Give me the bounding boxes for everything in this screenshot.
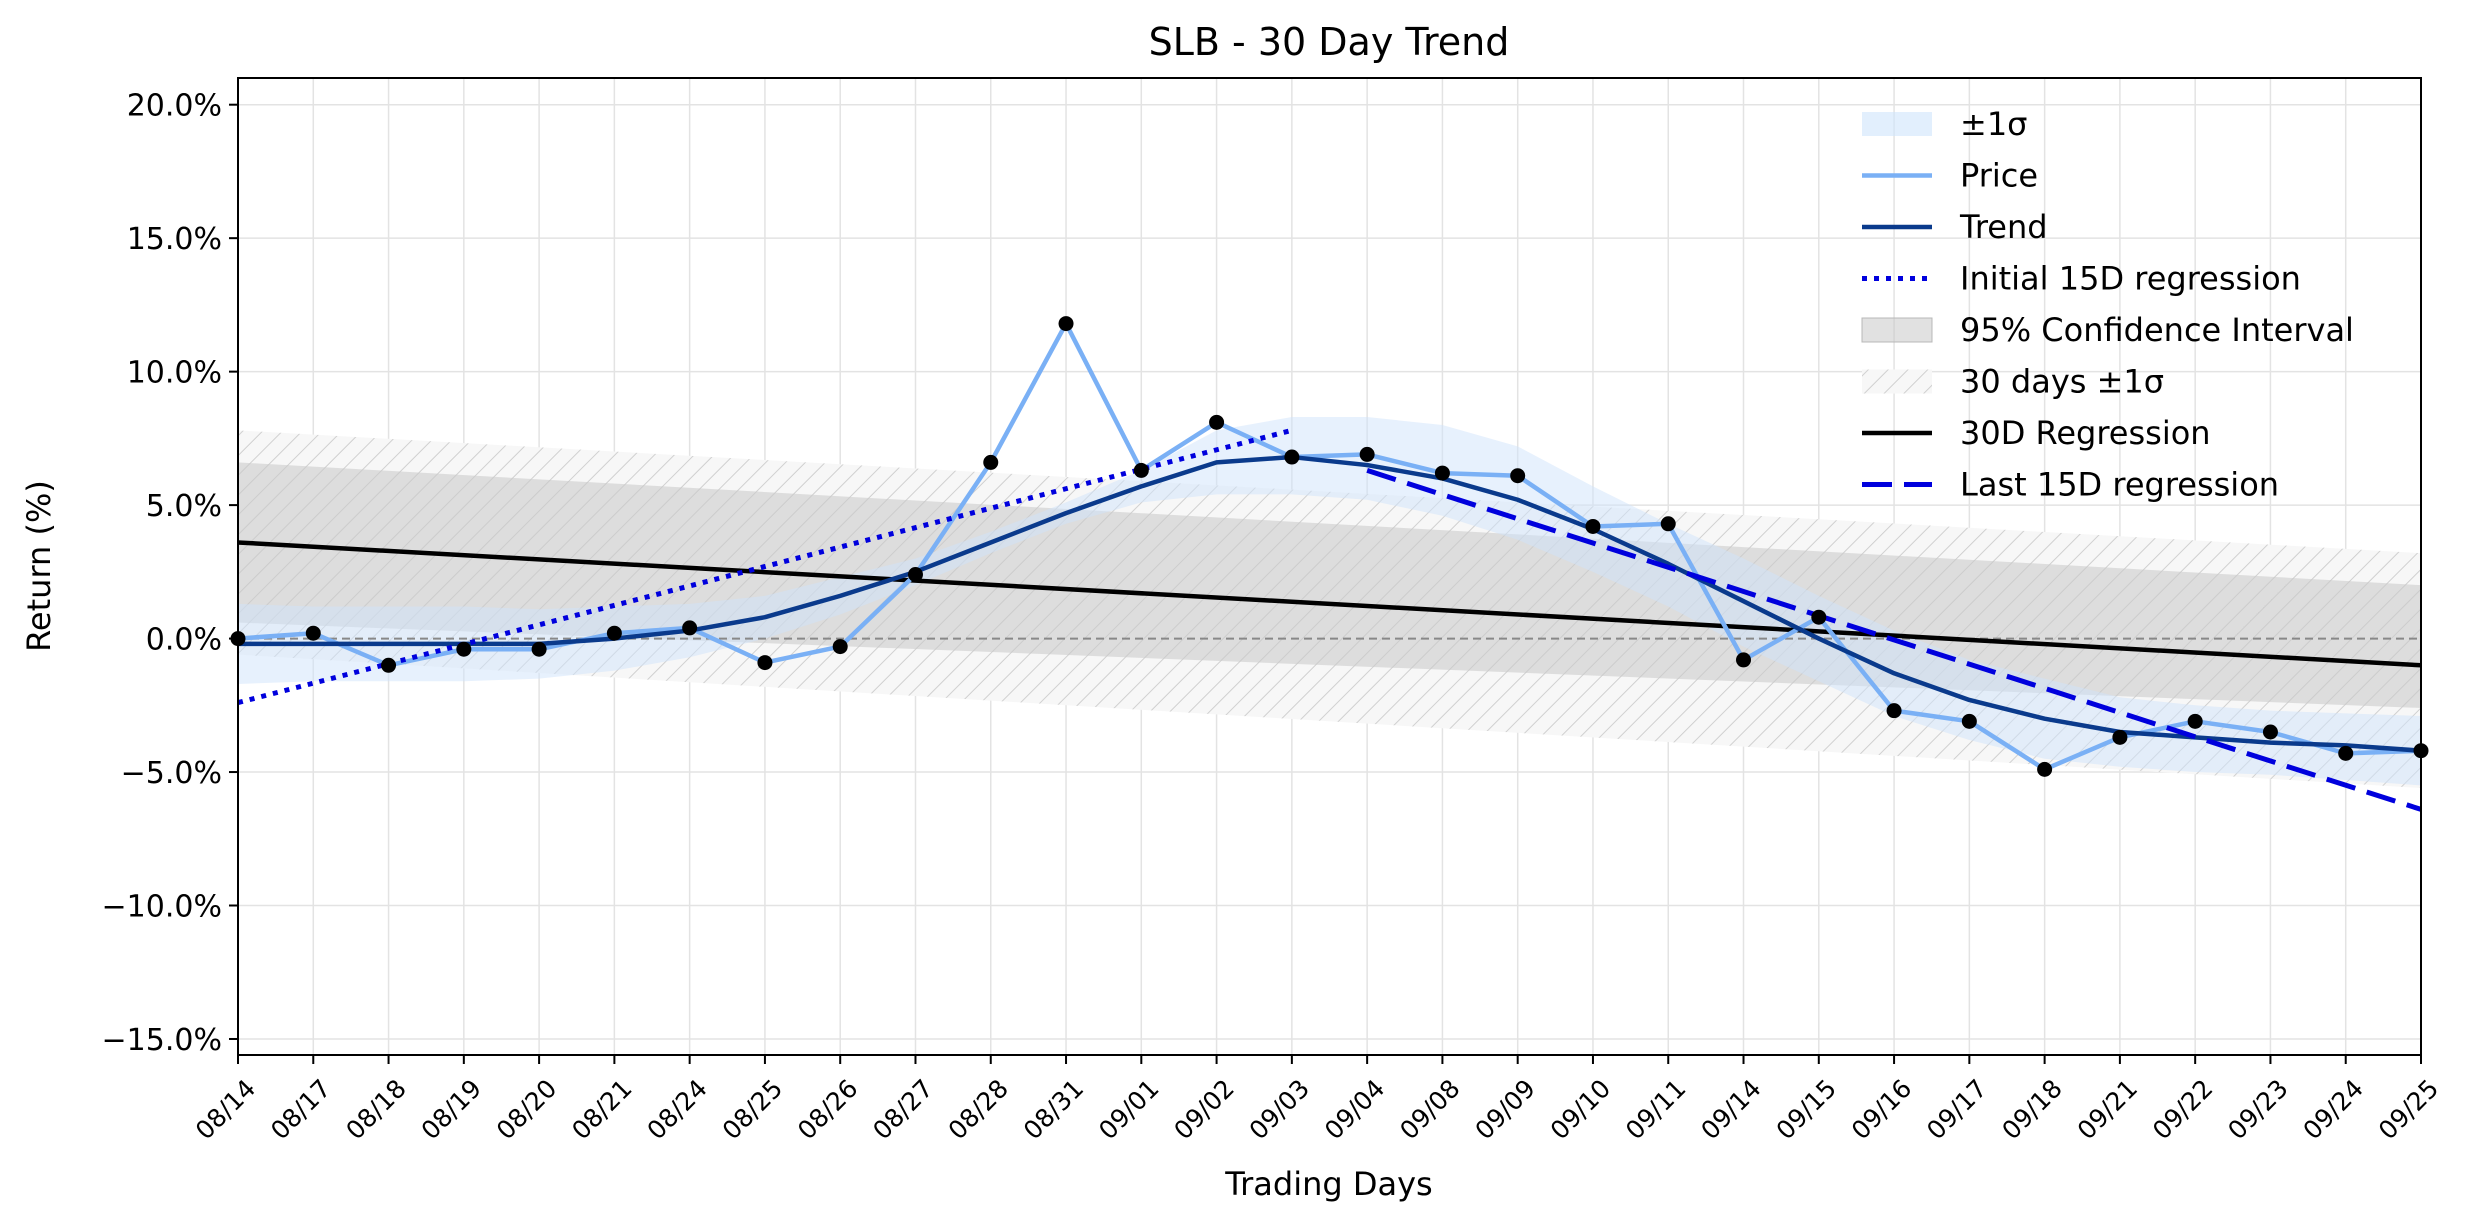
x-tick-label: 08/24	[641, 1074, 712, 1145]
y-axis: 20.0% 15.0% 10.0% 5.0% 0.0% −5.0% −10.0% −15.0%	[102, 89, 238, 1058]
legend-label: Initial 15D regression	[1960, 260, 2301, 298]
y-tick-label: 5.0%	[146, 489, 222, 524]
price-marker	[1585, 518, 1601, 534]
x-tick-label: 09/16	[1846, 1074, 1917, 1145]
y-axis-title: Return (%)	[20, 480, 58, 652]
x-tick-label: 09/10	[1545, 1074, 1616, 1145]
x-tick-label: 09/04	[1319, 1074, 1390, 1145]
price-marker	[983, 454, 999, 470]
price-marker	[832, 639, 848, 655]
price-marker	[2037, 761, 2053, 777]
x-tick-label: 08/20	[491, 1074, 562, 1145]
x-tick-label: 09/23	[2222, 1074, 2293, 1145]
series-30d-regression	[238, 540, 2421, 668]
price-marker	[2187, 713, 2203, 729]
y-tick-label: −15.0%	[102, 1023, 222, 1058]
x-tick-label: 08/28	[943, 1074, 1014, 1145]
legend-label: Trend	[1959, 208, 2048, 246]
x-tick-label: 09/08	[1394, 1074, 1465, 1145]
price-marker	[1660, 516, 1676, 532]
price-marker	[531, 641, 547, 657]
x-tick-label: 09/14	[1695, 1074, 1766, 1145]
x-tick-label: 09/02	[1168, 1074, 1239, 1145]
x-tick-label: 09/21	[2072, 1074, 2143, 1145]
legend-label: Price	[1960, 157, 2038, 195]
x-tick-label: 09/22	[2147, 1074, 2218, 1145]
legend-swatch	[1861, 317, 1933, 343]
price-marker	[1209, 414, 1225, 430]
x-tick-label: 09/24	[2298, 1074, 2369, 1145]
x-tick-label: 08/27	[867, 1074, 938, 1145]
plot-frame	[237, 77, 2422, 1056]
x-tick-label: 09/01	[1093, 1074, 1164, 1145]
legend-label: 95% Confidence Interval	[1960, 311, 2354, 349]
y-tick-label: 0.0%	[146, 623, 222, 658]
x-tick-label: 08/14	[190, 1074, 261, 1145]
price-marker	[1811, 609, 1827, 625]
x-tick-label: 08/21	[566, 1074, 637, 1145]
y-tick-label: 10.0%	[127, 356, 222, 391]
legend-label: 30D Regression	[1960, 414, 2211, 452]
y-tick-label: −10.0%	[102, 890, 222, 925]
x-tick-label: 08/18	[340, 1074, 411, 1145]
y-tick-label: 20.0%	[127, 89, 222, 124]
bands	[238, 417, 2421, 789]
series-lines	[238, 321, 2421, 812]
price-marker	[1961, 713, 1977, 729]
price-marker	[907, 567, 923, 583]
x-tick-label: 08/19	[416, 1074, 487, 1145]
x-axis-title: Trading Days	[1224, 1165, 1432, 1203]
series-last-15d-regression	[1366, 468, 2421, 812]
price-marker	[1886, 703, 1902, 719]
x-axis: 08/14 08/17 08/18 08/19 08/20 08/21 08/24 08/25…	[190, 1055, 2444, 1145]
price-marker	[2338, 745, 2354, 761]
x-tick-label: 08/25	[717, 1074, 788, 1145]
price-marker	[1284, 449, 1300, 465]
series-trend	[238, 454, 2421, 753]
x-tick-label: 08/26	[792, 1074, 863, 1145]
legend-label: 30 days ±1σ	[1960, 363, 2164, 401]
price-marker	[456, 641, 472, 657]
price-marker	[1434, 465, 1450, 481]
x-tick-label: 09/18	[1996, 1074, 2067, 1145]
price-marker	[1510, 468, 1526, 484]
y-tick-label: −5.0%	[121, 756, 222, 791]
series-price	[238, 321, 2421, 772]
band-sigma	[238, 417, 2421, 786]
legend-label: ±1σ	[1960, 105, 2027, 143]
price-marker	[682, 620, 698, 636]
legend-swatch	[1862, 369, 1932, 394]
legend-label: Last 15D regression	[1960, 466, 2279, 504]
price-marker	[757, 655, 773, 671]
x-tick-label: 09/03	[1244, 1074, 1315, 1145]
x-tick-label: 09/15	[1771, 1074, 1842, 1145]
legend: ±1σ Price Trend Initial 15D regression 95% C…	[1861, 105, 2354, 504]
legend-swatch	[1862, 112, 1932, 136]
x-tick-label: 09/09	[1469, 1074, 1540, 1145]
price-marker	[2112, 729, 2128, 745]
price-marker	[1736, 652, 1752, 668]
price-marker	[606, 625, 622, 641]
price-marker	[2262, 724, 2278, 740]
x-tick-label: 08/17	[265, 1074, 336, 1145]
x-tick-label: 08/31	[1018, 1074, 1089, 1145]
y-tick-label: 15.0%	[127, 222, 222, 257]
price-marker	[1058, 316, 1074, 332]
price-marker	[1359, 446, 1375, 462]
x-tick-label: 09/25	[2373, 1074, 2444, 1145]
price-marker	[1133, 462, 1149, 478]
series-initial-15d-regression	[238, 427, 1293, 706]
x-tick-label: 09/11	[1620, 1074, 1691, 1145]
price-marker	[305, 625, 321, 641]
chart-title: SLB - 30 Day Trend	[1149, 20, 1510, 64]
x-tick-label: 09/17	[1921, 1074, 1992, 1145]
price-marker	[381, 657, 397, 673]
